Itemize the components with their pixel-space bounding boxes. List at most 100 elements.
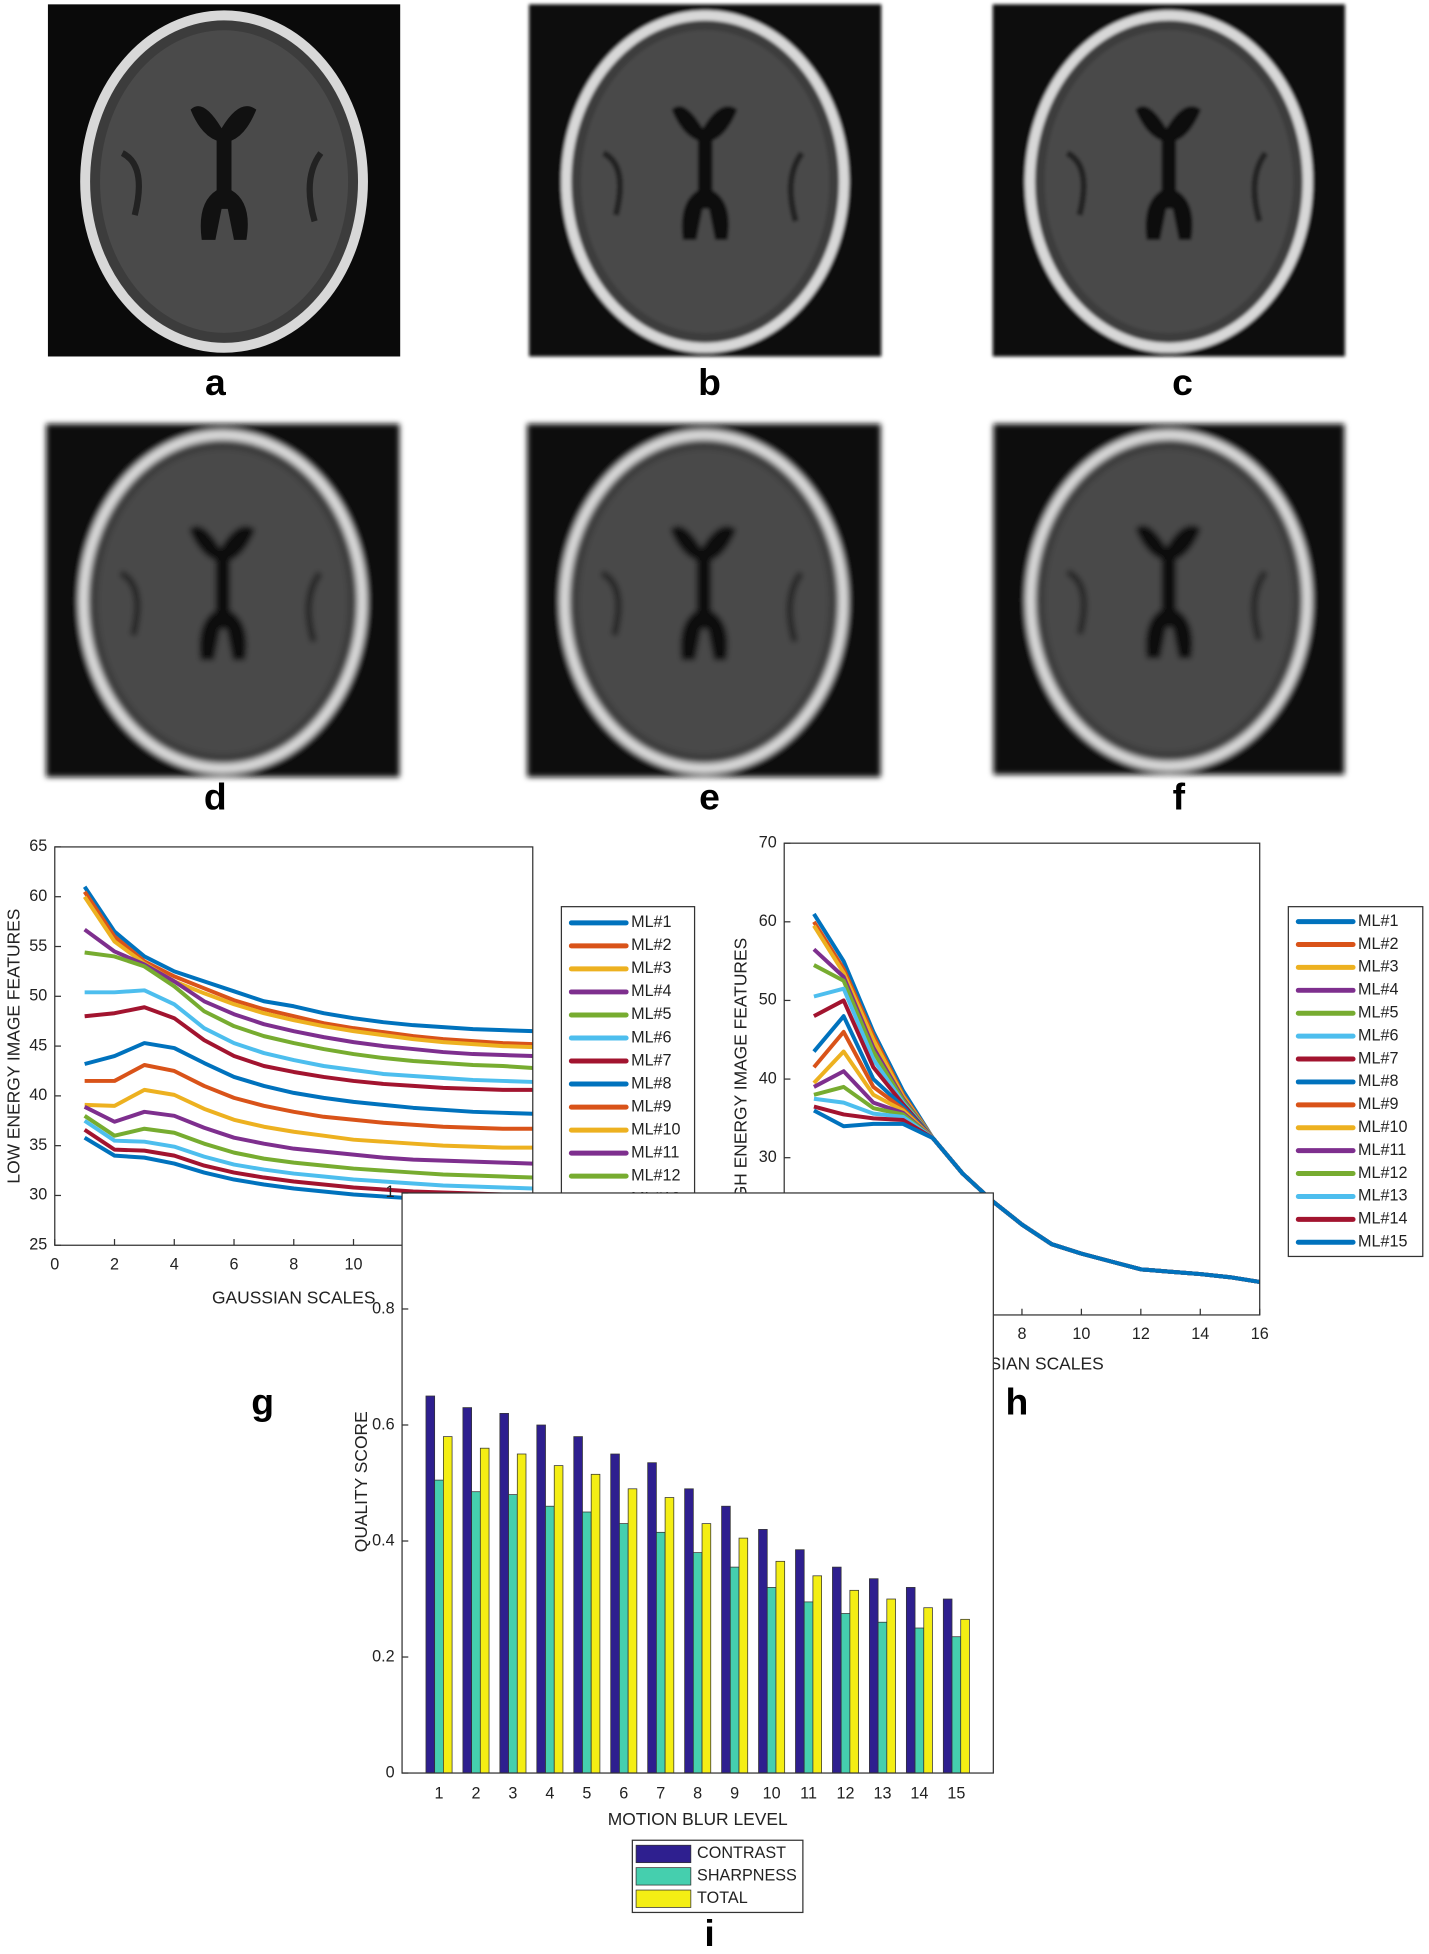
x-tick-label: 15 xyxy=(947,1784,965,1802)
y-tick-label: 1 xyxy=(386,1183,395,1201)
y-tick-label: 50 xyxy=(759,991,777,1009)
y-tick-label: 35 xyxy=(29,1136,47,1154)
bar xyxy=(942,1598,953,1774)
bar xyxy=(840,1613,851,1774)
x-tick-label: 10 xyxy=(345,1255,363,1273)
bar xyxy=(536,1424,546,1774)
bar xyxy=(545,1505,555,1774)
bar xyxy=(701,1523,712,1774)
line-series xyxy=(84,1087,533,1150)
bar xyxy=(553,1465,564,1774)
panel-label: e xyxy=(699,775,720,817)
bar xyxy=(582,1511,592,1774)
bar xyxy=(471,1491,481,1774)
bar xyxy=(499,1413,509,1774)
y-tick-label: 40 xyxy=(29,1086,47,1104)
x-axis-title: GAUSSIAN SCALES xyxy=(212,1287,375,1307)
legend-label: CONTRAST xyxy=(697,1844,786,1862)
y-axis-title: HIGH ENERGY IMAGE FEATURES xyxy=(730,938,750,1217)
bar xyxy=(434,1479,444,1774)
panel-label: d xyxy=(204,775,227,817)
legend-label: ML#10 xyxy=(1358,1118,1407,1136)
mri-images: a b c d e f xyxy=(46,4,1345,817)
bar xyxy=(923,1607,933,1774)
legend-label: ML#3 xyxy=(631,959,671,977)
bar xyxy=(960,1618,970,1774)
line-series xyxy=(812,1108,1261,1284)
x-tick-label: 5 xyxy=(582,1784,591,1802)
bar xyxy=(425,1395,436,1774)
x-tick-label: 14 xyxy=(1191,1325,1209,1343)
y-tick-label: 45 xyxy=(29,1036,47,1054)
legend-label: ML#7 xyxy=(1358,1049,1398,1067)
bar xyxy=(664,1497,675,1774)
legend-label: ML#7 xyxy=(631,1051,671,1069)
x-tick-label: 8 xyxy=(289,1255,298,1273)
y-tick-label: 0.6 xyxy=(372,1415,394,1433)
legend-label: ML#10 xyxy=(631,1120,680,1138)
bar xyxy=(442,1436,453,1774)
bar xyxy=(812,1575,823,1774)
mri-image xyxy=(46,424,400,778)
plot-frame xyxy=(401,1192,994,1774)
bar xyxy=(849,1589,859,1774)
plot-frame xyxy=(783,842,1261,1316)
y-tick-label: 70 xyxy=(759,833,777,851)
legend-label: ML#12 xyxy=(631,1166,680,1184)
line-series xyxy=(83,1114,533,1180)
plot-frame xyxy=(54,846,534,1246)
line-series xyxy=(83,1105,533,1166)
legend-label: ML#13 xyxy=(1358,1187,1407,1205)
legend-label: ML#11 xyxy=(1358,1141,1406,1159)
bar xyxy=(647,1462,657,1774)
mri-image xyxy=(529,4,881,356)
x-tick-label: 11 xyxy=(800,1784,817,1802)
bar xyxy=(692,1552,703,1774)
mri-image xyxy=(48,4,400,356)
legend-swatch xyxy=(635,1889,692,1908)
legend-swatch xyxy=(635,1867,692,1886)
bar xyxy=(914,1627,925,1774)
y-tick-label: 30 xyxy=(759,1148,777,1166)
panel-label: a xyxy=(205,361,226,403)
bar xyxy=(832,1566,842,1774)
legend-label: ML#8 xyxy=(1358,1072,1398,1090)
legend-label: ML#5 xyxy=(1358,1004,1398,1022)
bar xyxy=(877,1621,888,1774)
bar xyxy=(738,1537,749,1774)
legend-label: ML#6 xyxy=(1358,1026,1398,1044)
legend-label: ML#5 xyxy=(631,1005,671,1023)
legend-label: ML#11 xyxy=(631,1143,679,1161)
legend-label: ML#6 xyxy=(631,1028,671,1046)
x-tick-label: 13 xyxy=(873,1784,891,1802)
legend-label: ML#14 xyxy=(1358,1210,1407,1228)
x-tick-label: 10 xyxy=(1072,1325,1090,1343)
legend-label: TOTAL xyxy=(697,1889,748,1907)
bar xyxy=(479,1447,490,1774)
mri-image xyxy=(993,424,1344,775)
bar xyxy=(627,1488,638,1774)
x-tick-label: 16 xyxy=(1251,1325,1269,1343)
chart: 2530354045505560650246810121416GAUSSIAN … xyxy=(4,837,696,1422)
legend-label: ML#4 xyxy=(631,982,671,1000)
y-tick-label: 60 xyxy=(29,887,47,905)
legend-label: ML#9 xyxy=(1358,1095,1398,1113)
x-tick-label: 6 xyxy=(619,1784,628,1802)
bar xyxy=(721,1505,731,1774)
y-tick-label: 0.8 xyxy=(372,1299,394,1317)
y-tick-label: 30 xyxy=(29,1186,47,1204)
legend-label: ML#9 xyxy=(631,1097,671,1115)
line-series xyxy=(83,1119,533,1191)
line-series xyxy=(84,1063,533,1131)
panel-label: g xyxy=(251,1380,274,1422)
panel-label: c xyxy=(1172,361,1193,403)
line-series xyxy=(84,1041,533,1116)
x-tick-label: 4 xyxy=(545,1784,554,1802)
panel-label: h xyxy=(1006,1380,1029,1422)
bar xyxy=(766,1587,777,1774)
bar xyxy=(951,1636,962,1774)
legend-label: ML#4 xyxy=(1358,981,1398,999)
mri-image xyxy=(993,4,1345,356)
bar xyxy=(803,1601,814,1774)
